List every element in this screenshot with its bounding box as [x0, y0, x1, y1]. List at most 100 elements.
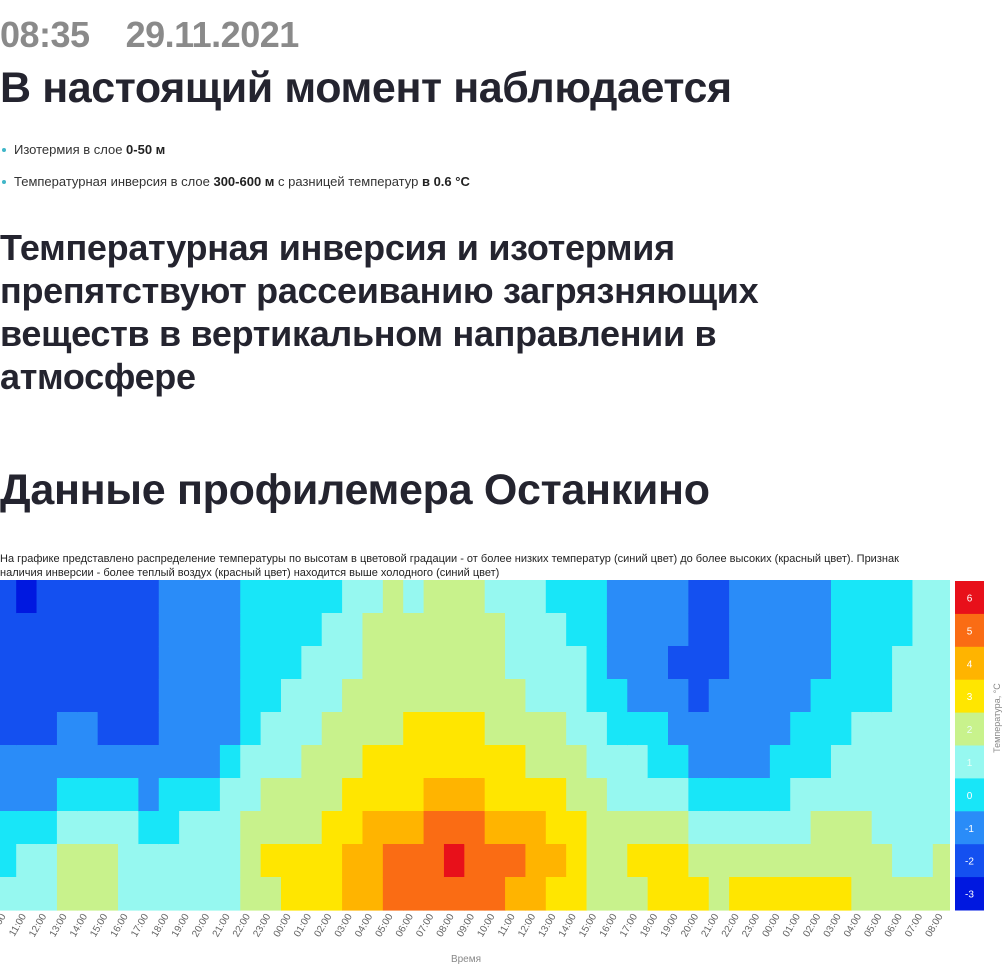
- heatmap-cell: [932, 778, 950, 812]
- heatmap-cell: [260, 778, 282, 812]
- heatmap-cell: [545, 844, 567, 878]
- x-tick-label: 11:00: [7, 912, 29, 939]
- heatmap-cell: [525, 679, 547, 713]
- colorbar-segment: [955, 613, 984, 648]
- heatmap-cell: [280, 613, 302, 647]
- x-tick-label: 01:00: [781, 912, 803, 940]
- heatmap-cell: [56, 844, 78, 878]
- heatmap-cell: [138, 679, 160, 713]
- heatmap-cell: [382, 613, 404, 647]
- heatmap-cell: [484, 778, 506, 812]
- heatmap-cell: [423, 712, 445, 746]
- x-tick-label: 16:00: [598, 912, 620, 940]
- heatmap-cell: [158, 613, 180, 647]
- heatmap-cell: [199, 811, 221, 845]
- heatmap-cell: [525, 844, 547, 878]
- heatmap-cell: [382, 679, 404, 713]
- heatmap-cell: [566, 712, 588, 746]
- heatmap-cell: [342, 844, 364, 878]
- heatmap-cell: [566, 877, 588, 911]
- heatmap-cell: [525, 745, 547, 779]
- colorbar-segment: [955, 679, 984, 714]
- section-title: Данные профилемера Останкино: [0, 466, 710, 514]
- heatmap-cell: [464, 679, 486, 713]
- heatmap-cell: [16, 745, 38, 779]
- heatmap-cell: [505, 811, 527, 845]
- heatmap-cell: [443, 844, 465, 878]
- heatmap-cell: [464, 646, 486, 680]
- x-tick-label: 12:00: [516, 912, 538, 940]
- x-axis-label: Время: [451, 954, 481, 965]
- heatmap-cell: [199, 844, 221, 878]
- warning-text: Температурная инверсия и изотермия препя…: [0, 227, 759, 397]
- heatmap-cell: [423, 877, 445, 911]
- heatmap-cell: [586, 646, 608, 680]
- heatmap-cell: [301, 844, 323, 878]
- heatmap-cell: [790, 811, 812, 845]
- colorbar-tick-label: -3: [965, 890, 974, 901]
- heatmap-cell: [606, 745, 628, 779]
- heatmap-cell: [790, 745, 812, 779]
- heatmap-cell: [932, 745, 950, 779]
- heatmap-cell: [769, 646, 791, 680]
- heatmap-cell: [36, 646, 58, 680]
- heatmap-cell: [321, 844, 343, 878]
- heatmap-cell: [16, 877, 38, 911]
- heatmap-cell: [505, 745, 527, 779]
- heatmap-cell: [525, 580, 547, 614]
- heatmap-cell: [362, 745, 384, 779]
- heatmap-cell: [566, 745, 588, 779]
- x-tick-label: 23:00: [740, 912, 762, 940]
- heatmap-cell: [708, 613, 730, 647]
- heatmap-cell: [851, 646, 873, 680]
- x-tick-label: 17:00: [618, 912, 640, 940]
- heatmap-cell: [851, 811, 873, 845]
- heatmap-cell: [708, 712, 730, 746]
- heatmap-cell: [484, 844, 506, 878]
- heatmap-cell: [423, 811, 445, 845]
- heatmap-cell: [97, 745, 119, 779]
- heatmap-cell: [851, 778, 873, 812]
- heatmap-cell: [606, 844, 628, 878]
- heatmap-cell: [280, 811, 302, 845]
- heatmap-cell: [403, 613, 425, 647]
- x-tick-label: 19:00: [659, 912, 681, 940]
- heatmap-cell: [382, 712, 404, 746]
- heatmap-cell: [668, 745, 689, 779]
- heatmap-cell: [586, 745, 608, 779]
- x-tick-label: 01:00: [292, 912, 314, 940]
- heatmap-cell: [688, 877, 710, 911]
- heatmap-cell: [321, 613, 343, 647]
- heatmap-cell: [688, 646, 710, 680]
- heatmap-cell: [912, 745, 934, 779]
- heatmap-cell: [566, 613, 588, 647]
- heatmap-cell: [545, 745, 567, 779]
- heatmap-cell: [240, 646, 262, 680]
- x-tick-label: 02:00: [801, 912, 823, 940]
- heatmap-cell: [403, 679, 425, 713]
- heatmap-cell: [484, 580, 506, 614]
- heatmap-cell: [138, 811, 160, 845]
- heatmap-cell: [830, 844, 852, 878]
- heatmap-cell: [179, 877, 201, 911]
- heatmap-cell: [301, 646, 323, 680]
- heatmap-cell: [647, 877, 669, 911]
- heatmap-cell: [749, 778, 771, 812]
- heatmap-cell: [606, 811, 628, 845]
- x-tick-label: 03:00: [333, 912, 355, 940]
- heatmap-cell: [219, 712, 241, 746]
- heatmap-cell: [219, 646, 241, 680]
- x-tick-label: 07:00: [414, 912, 436, 940]
- heatmap-cell: [0, 580, 17, 614]
- heatmap-cell: [606, 778, 628, 812]
- heatmap-cell: [158, 778, 180, 812]
- heatmap-cell: [851, 877, 873, 911]
- heatmap-cell: [484, 679, 506, 713]
- heatmap-cell: [199, 778, 221, 812]
- heatmap-cell: [342, 811, 364, 845]
- heatmap-cell: [97, 613, 119, 647]
- x-tick-label: 04:00: [353, 912, 375, 940]
- colorbar-tick-label: 1: [967, 758, 973, 769]
- heatmap-cell: [403, 580, 425, 614]
- heatmap-cell: [179, 844, 201, 878]
